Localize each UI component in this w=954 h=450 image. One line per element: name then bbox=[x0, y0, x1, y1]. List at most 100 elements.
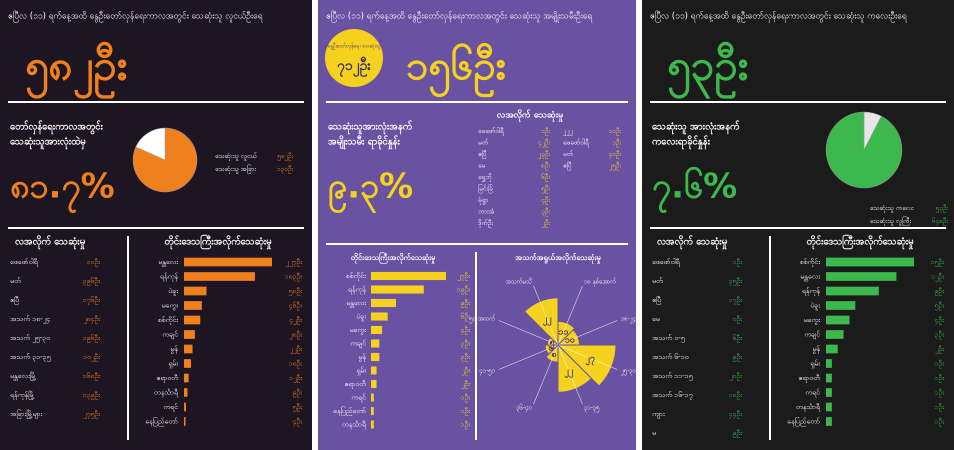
table-cell: ၆ဦး bbox=[732, 334, 742, 343]
bar-value: ၂၈ဦး bbox=[288, 331, 302, 340]
bar bbox=[826, 330, 844, 339]
rose-spoke bbox=[557, 344, 583, 405]
bar bbox=[826, 286, 879, 296]
percent: ၉.၃% bbox=[328, 167, 413, 214]
bar-value: ၂ဦး bbox=[934, 345, 944, 354]
bar-value: ၃ဦး bbox=[460, 340, 470, 349]
bar-value: ၁၉ဦး bbox=[456, 286, 470, 295]
table-cell: မတ် bbox=[10, 277, 21, 285]
table-cell: ၉ဦး bbox=[732, 353, 742, 362]
table-cell: ၁၆၈ဦး bbox=[82, 372, 100, 381]
table-cell: ၄၂ဦး bbox=[538, 139, 550, 148]
caption: သေဆုံးသူအားလုံးထဲမှ bbox=[10, 137, 86, 150]
bar-label: နေပြည်တော် bbox=[787, 417, 820, 427]
bar-value: ၉ဦး bbox=[460, 299, 470, 308]
bar-value: ၁၈၃ဦး bbox=[284, 273, 302, 282]
percent: ၇.၆% bbox=[652, 167, 737, 214]
bar-value: ၁ဦး bbox=[460, 407, 470, 416]
legend-label: သေဆုံးသူ လူငယ် bbox=[215, 152, 258, 161]
table-cell: အခြားမြို့များ bbox=[10, 409, 42, 419]
chart-title: တိုင်းဒေသကြီးအလိုက်သေဆုံးမှု bbox=[351, 253, 436, 264]
legend-value: ၆၄၈ဦး bbox=[932, 217, 949, 226]
table-cell: ၁၉၆ဦး bbox=[83, 334, 101, 343]
rose-label: ၃၁-၃၅ bbox=[583, 404, 600, 412]
bar-value: ၂၂၇ဦး bbox=[285, 258, 303, 267]
bar-value: ၃ဦး bbox=[934, 331, 944, 340]
bar bbox=[826, 257, 914, 267]
table-cell: ၄ဦး bbox=[541, 196, 550, 205]
caption: သေဆုံးသူ အားလုံးအနက် bbox=[652, 122, 740, 135]
bar-value: ၁၅ဦး bbox=[930, 258, 944, 267]
table-cell: ရွှေဘို bbox=[478, 173, 492, 182]
bar bbox=[371, 339, 380, 348]
bar-label: တနင်္သာရီ bbox=[796, 403, 821, 412]
table-cell: ဖေဖော်ဝါရီ bbox=[652, 258, 681, 267]
bar-label: ဧရာဝတီ bbox=[344, 380, 366, 389]
bar-value: ၅ဦး bbox=[292, 403, 302, 412]
bar bbox=[184, 373, 189, 383]
table-cell: မေ bbox=[652, 315, 660, 323]
table-cell: ၁၇၆ဦး bbox=[83, 296, 101, 305]
table-cell: ၆ဦး bbox=[541, 173, 550, 182]
table-cell: အသက် ၁၈-၂၄ bbox=[10, 315, 50, 324]
bar bbox=[371, 406, 374, 416]
table-cell: ၄၀ဦး bbox=[608, 150, 621, 159]
table-cell: မေ bbox=[478, 162, 486, 170]
table-cell: ၁၀၂ဦး bbox=[83, 353, 100, 362]
table-cell: ၁၃၉ဦး bbox=[83, 391, 101, 400]
rose-value: ၆ bbox=[548, 342, 553, 353]
bar-value: ၂၇ဦး bbox=[456, 272, 470, 281]
bar-value: ၄၂ဦး bbox=[289, 316, 302, 325]
bar-value: ၁၂ဦး bbox=[289, 374, 302, 383]
bar bbox=[826, 344, 838, 354]
bar bbox=[371, 325, 383, 335]
table-cell: ၁ဦး bbox=[541, 127, 550, 136]
table-cell: ၂၀ဦး bbox=[728, 372, 742, 381]
bar-label: ပဲခူး bbox=[356, 313, 366, 322]
table-cell: ဖေဖော်ဝါရီ bbox=[563, 139, 590, 148]
table-cell: ၀ဦး bbox=[732, 315, 742, 324]
bar-value: ၂၂ဦး bbox=[288, 345, 302, 354]
bar-value: ၁ဦး bbox=[934, 403, 944, 412]
rose-label: ၅၀ အထက် bbox=[468, 314, 495, 323]
legend-value: ၁၃၀ဦး bbox=[277, 165, 294, 174]
bar bbox=[184, 359, 191, 368]
rose-spoke bbox=[498, 344, 559, 370]
bar bbox=[371, 312, 388, 321]
table-cell: အသက် ၂၅-၃၀ bbox=[10, 334, 50, 343]
table-cell: ဧပြီ bbox=[563, 161, 572, 171]
table-cell: ၁၁ဦး bbox=[608, 127, 621, 136]
table-cell: မ bbox=[652, 429, 656, 437]
bar-value: ၁ဦး bbox=[934, 389, 944, 398]
bar-label: ရှမ်း bbox=[810, 360, 820, 369]
table-cell: ဧပြီ bbox=[478, 149, 487, 159]
bar bbox=[371, 271, 446, 281]
rose-spoke bbox=[557, 320, 618, 346]
bar-value: ၂ဦး bbox=[460, 367, 470, 376]
bar-value: ၄ဦး bbox=[934, 316, 944, 325]
table-title: လအလိုက် သေဆုံးမှု bbox=[657, 237, 727, 250]
rose-spoke bbox=[557, 344, 618, 370]
rose-label: အသက်မသိ bbox=[506, 278, 532, 286]
rose-label: ၄၁-၅၀ bbox=[480, 368, 496, 376]
bar-label: ကရင် bbox=[805, 389, 820, 398]
panel-title: ဧပြီလ (၁၁) ရက်နေ့အထိ နွေဦးတော်လှန်ရေးကာလ… bbox=[8, 11, 264, 23]
rose-value: ၂၂ bbox=[564, 367, 573, 379]
table-cell: မတ် bbox=[478, 139, 489, 147]
bar-label: နေပြည်တော် bbox=[333, 406, 366, 416]
table-cell: ၂၈၄ဦး bbox=[82, 315, 100, 324]
chart-title: တိုင်းဒေသကြီးအလိုက်သေဆုံးမှု bbox=[806, 236, 913, 250]
table-cell: ၂၇၅ဦး bbox=[82, 410, 100, 419]
table-cell: အသက် ၁၆-၁၇ bbox=[652, 391, 693, 400]
table-cell: ၂၅ဦး bbox=[609, 162, 621, 171]
bar bbox=[184, 388, 188, 397]
bar-value: ၁ဦး bbox=[934, 374, 944, 383]
bar bbox=[826, 315, 850, 325]
rose-spoke bbox=[498, 320, 559, 346]
bar bbox=[184, 315, 201, 325]
bar-label: တနင်္သာရီ bbox=[342, 421, 367, 430]
bar-label: ရှမ်း bbox=[356, 367, 366, 376]
rose-value: ၁၁ bbox=[558, 327, 568, 337]
table-cell: မတ် bbox=[652, 277, 663, 285]
